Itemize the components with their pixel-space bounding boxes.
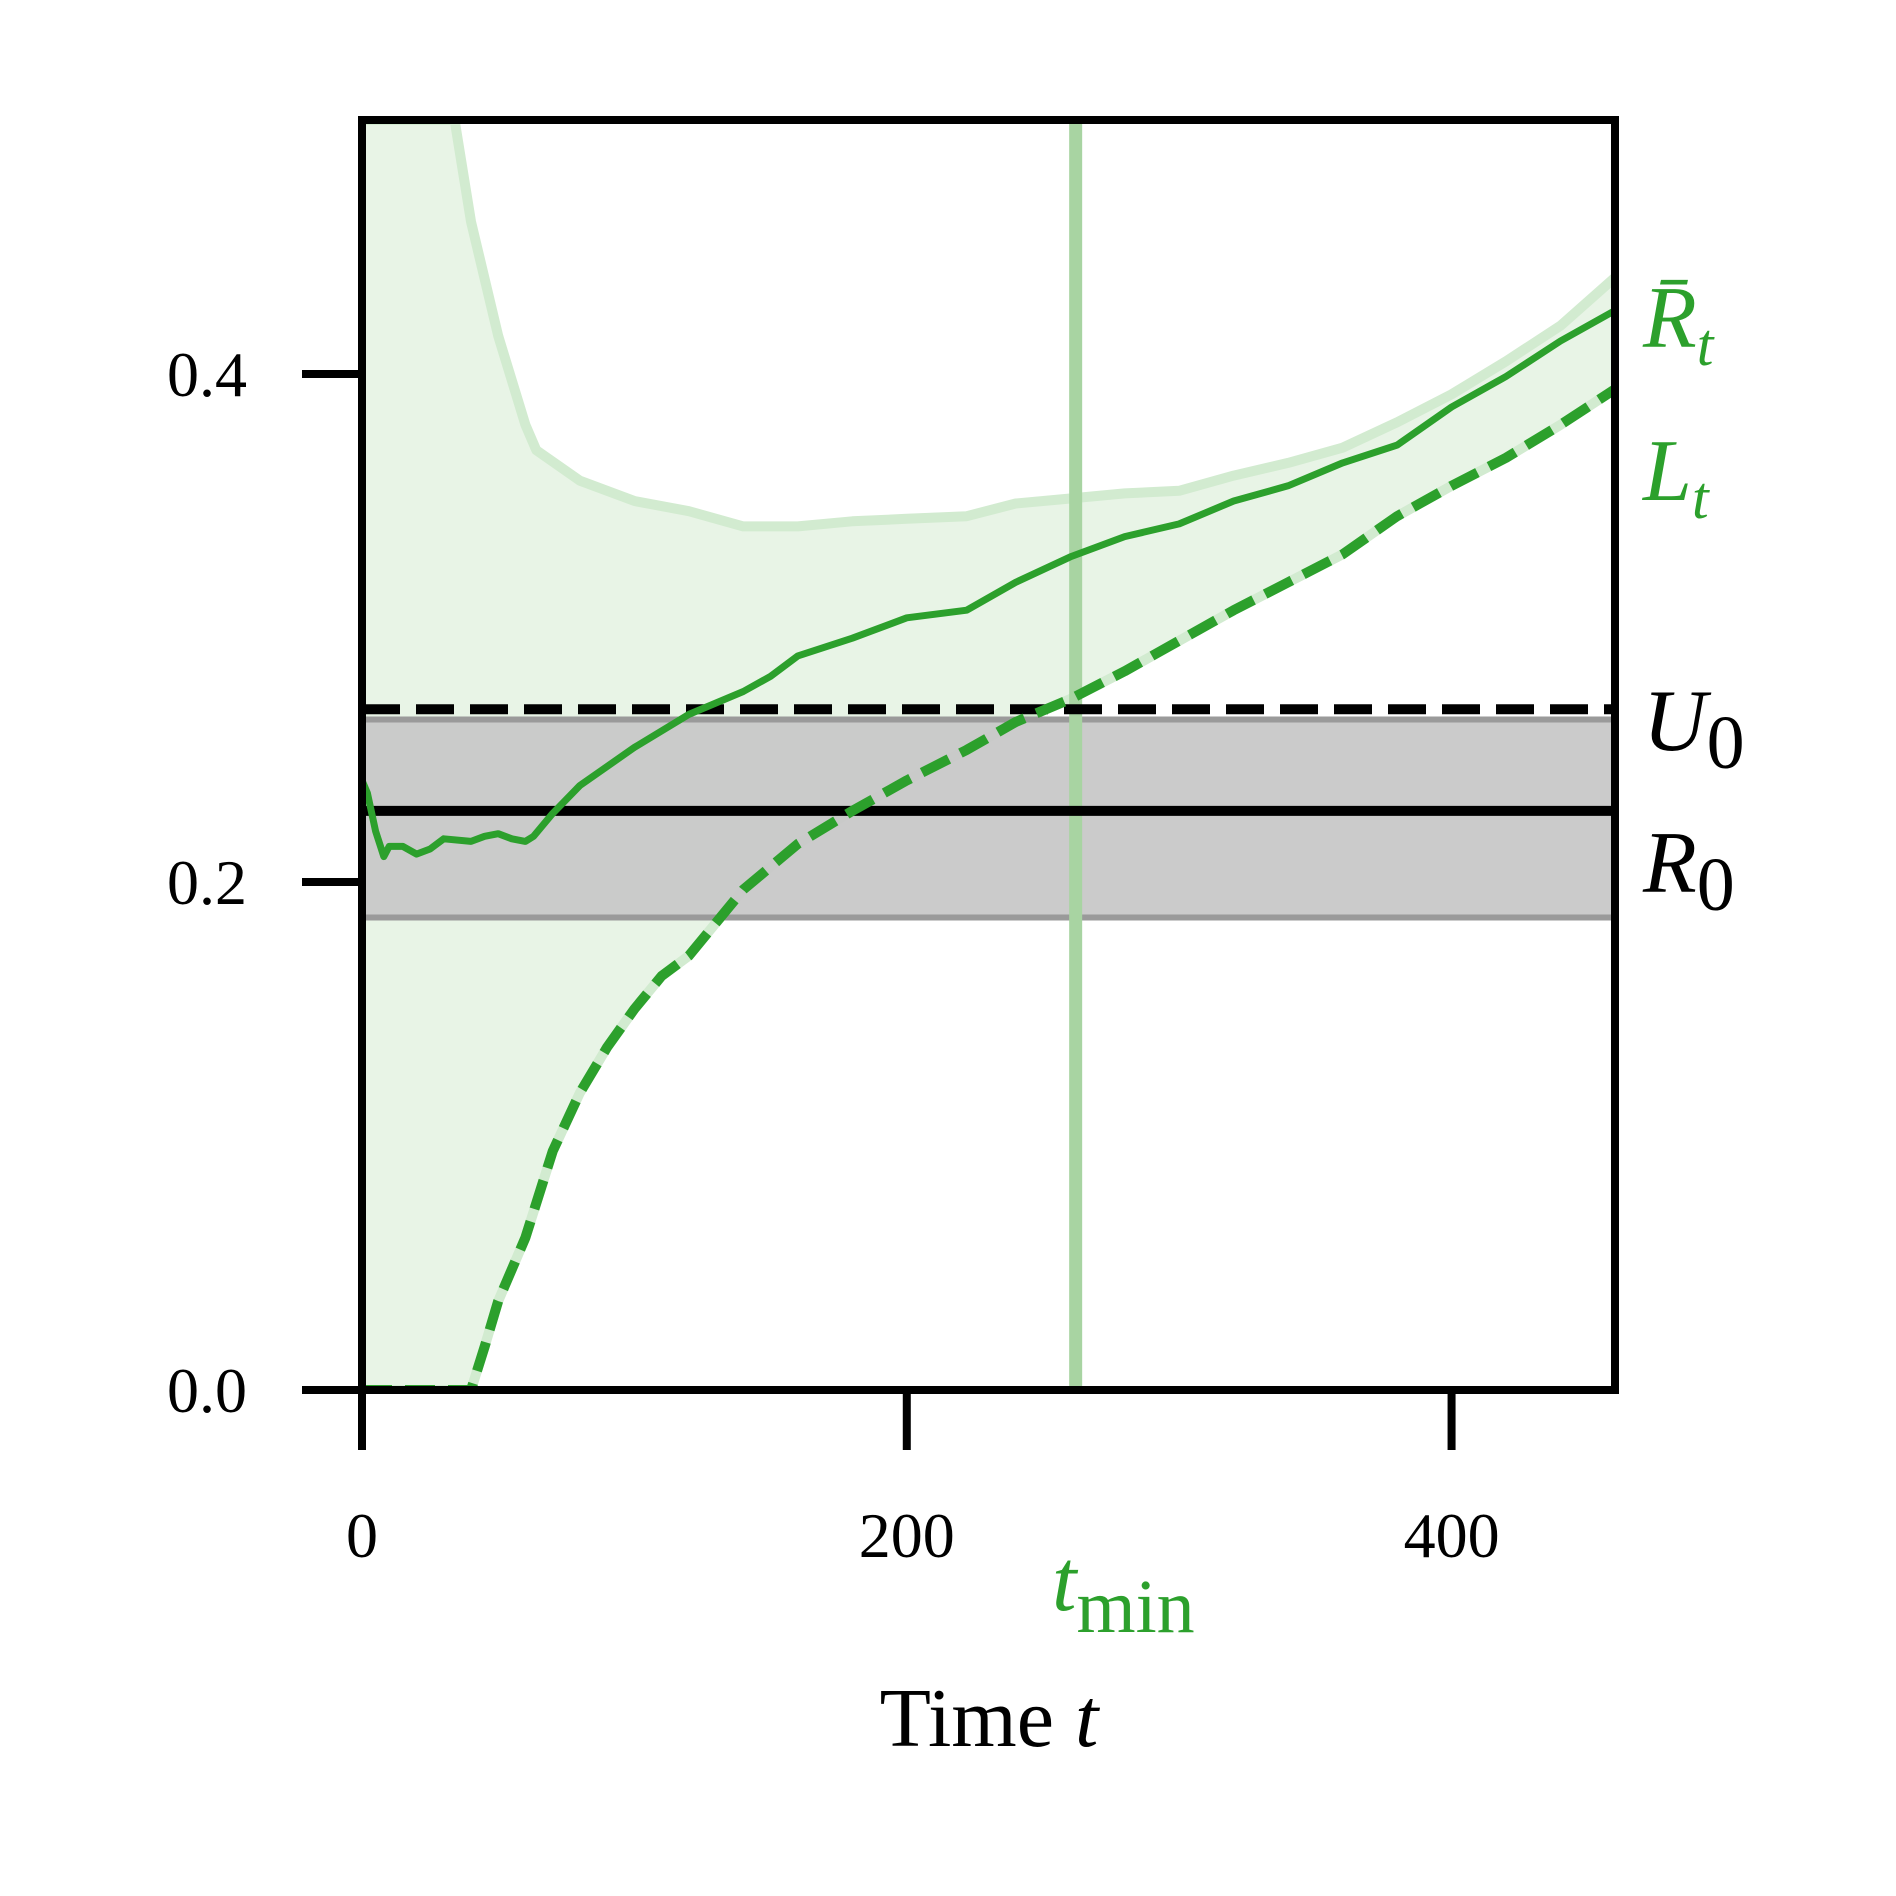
l-t-label-base: L (1641, 423, 1692, 520)
t-min-label-base: t (1052, 1533, 1079, 1630)
x-axis-title-variable: t (1075, 1672, 1101, 1765)
confidence-band-upper-edge (362, 120, 1615, 532)
r-0-label-base: R (1642, 815, 1697, 912)
series-l-t-line (362, 385, 1615, 1390)
reference-band-layer (362, 716, 1615, 921)
u-0-label-sub: 0 (1707, 701, 1745, 785)
x-tick-label-0: 0 (346, 1500, 378, 1571)
y-tick-label-0.2: 0.2 (167, 847, 247, 918)
t-min-label: tmin (1052, 1533, 1195, 1649)
r-bar-t-label-sub: t (1697, 312, 1715, 378)
series-r-bar-t-line (362, 307, 1615, 861)
l-t-label: Lt (1641, 423, 1710, 531)
reference-line-layer (362, 704, 1615, 816)
u-0-label-base: U (1643, 673, 1712, 770)
annotation-layer: R̄t Lt U0 R0 tmin (1052, 270, 1745, 1649)
x-tick-label-200: 200 (859, 1500, 955, 1571)
series-layer (362, 307, 1615, 1390)
y-tick-label-0.4: 0.4 (167, 339, 247, 410)
x-axis-title-text: Time (880, 1672, 1075, 1765)
u-0-label: U0 (1643, 673, 1745, 785)
t-min-label-sub: min (1076, 1565, 1194, 1649)
x-axis-title: Time t (880, 1672, 1101, 1765)
r-bar-t-label-base: R̄ (1642, 270, 1697, 367)
tick-layer: 0 200 400 0.0 0.2 0.4 (167, 339, 1500, 1571)
reference-band (362, 719, 1615, 918)
r-0-label-sub: 0 (1697, 843, 1735, 927)
x-tick-label-400: 400 (1404, 1500, 1500, 1571)
y-tick-label-0: 0.0 (167, 1355, 247, 1426)
r-0-label: R0 (1642, 815, 1735, 927)
l-t-label-sub: t (1692, 465, 1710, 531)
r-bar-t-label: R̄t (1642, 270, 1715, 378)
plot-frame (358, 116, 1619, 1394)
